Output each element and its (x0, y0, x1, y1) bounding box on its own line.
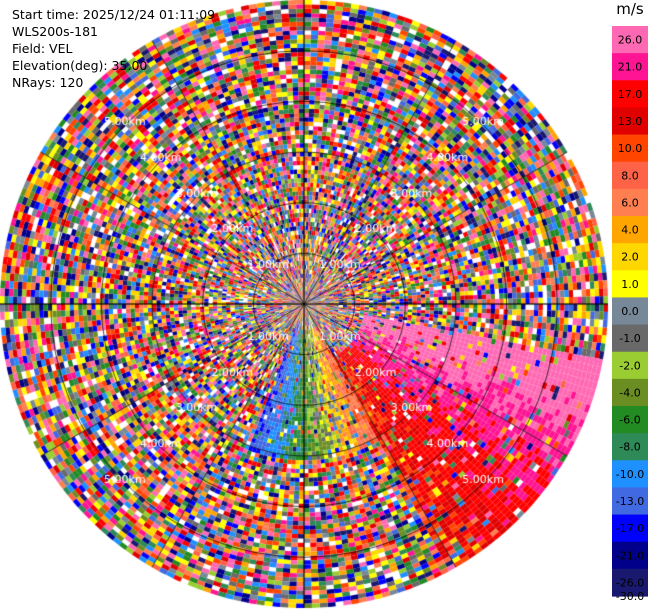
colorbar-segment (612, 568, 648, 597)
colorbar-tick-label: 13.0 (618, 115, 643, 128)
colorbar-segment (612, 107, 648, 136)
colorbar-segment (612, 188, 648, 217)
scan-info: Start time: 2025/12/24 01:11:09 WLS200s-… (12, 6, 215, 91)
colorbar-tick-label: 21.0 (618, 61, 643, 74)
elevation-label: Elevation(deg): 35.00 (12, 58, 148, 73)
colorbar-segment (612, 378, 648, 407)
colorbar-tick-label: 1.0 (621, 278, 639, 291)
colorbar-tick-label: -4.0 (619, 386, 640, 399)
colorbar-tick-label: 10.0 (618, 142, 643, 155)
colorbar-tick-label: 17.0 (618, 88, 643, 101)
colorbar-tick-label: 26.0 (618, 34, 643, 47)
colorbar-tick-label: 6.0 (621, 196, 639, 209)
start-time-label: Start time: 2025/12/24 01:11:09 (12, 7, 216, 22)
colorbar-tick-label: -6.0 (619, 414, 640, 427)
colorbar-segment (612, 243, 648, 271)
colorbar-tick-label: 2.0 (621, 251, 639, 264)
colorbar-segment (612, 80, 648, 109)
colorbar-unit-label: m/s (616, 0, 644, 18)
colorbar-segment (612, 216, 648, 244)
colorbar-segment (612, 161, 648, 190)
field-label: Field: VEL (12, 41, 73, 56)
instrument-label: WLS200s-181 (12, 24, 98, 39)
colorbar-segment (612, 514, 648, 543)
colorbar-segment (612, 351, 648, 380)
colorbar-tick-label: -30.0 (616, 590, 644, 603)
colorbar-tick-label: 8.0 (621, 169, 639, 182)
colorbar-tick-label: -1.0 (619, 332, 640, 345)
colorbar-tick-label: -21.0 (616, 549, 644, 562)
colorbar-segment (612, 270, 648, 299)
colorbar-tick-label: -13.0 (616, 495, 644, 508)
colorbar-segment (612, 487, 648, 516)
colorbar-segment (612, 460, 648, 489)
colorbar-segment (612, 53, 648, 81)
colorbar-segment (612, 324, 648, 353)
colorbar-segment (612, 406, 648, 434)
colorbar-segment (612, 541, 648, 570)
colorbar-segment (612, 26, 648, 54)
colorbar-tick-label: 0.0 (621, 305, 639, 318)
colorbar-segment (612, 433, 648, 461)
colorbar-tick-label: -26.0 (616, 576, 644, 589)
colorbar-segment (612, 134, 648, 163)
nrays-label: NRays: 120 (12, 75, 84, 90)
colorbar-tick-label: -10.0 (616, 468, 644, 481)
colorbar-segment (612, 297, 648, 326)
colorbar-tick-label: -8.0 (619, 441, 640, 454)
colorbar-tick-label: -2.0 (619, 359, 640, 372)
colorbar-tick-label: 4.0 (621, 224, 639, 237)
colorbar-tick-label: -17.0 (616, 522, 644, 535)
